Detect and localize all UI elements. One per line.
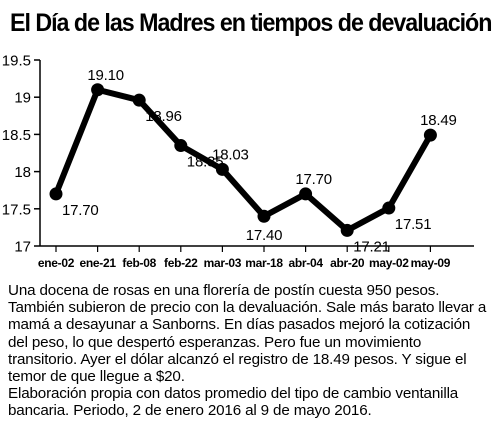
value-label: 18.49 [420,112,457,129]
line-chart: 17 17.5 18 18.5 19 19.5 ene-02 ene-21 feb-08 feb… [2,53,474,270]
data-point [299,187,313,201]
y-tick-label: 18.5 [2,127,31,144]
value-label: 18.96 [145,108,182,125]
value-label: 18.03 [212,146,249,163]
data-point [382,201,396,215]
y-tick-label: 17.5 [2,201,31,218]
x-tick-label: mar-03 [204,256,242,270]
data-point [174,139,188,153]
data-point [215,162,229,176]
series-line [53,86,434,234]
data-series [49,83,437,237]
source-note: Elaboración propia con datos promedio de… [8,385,459,420]
data-point [132,93,146,107]
x-axis-ticks: ene-02 ene-21 feb-08 feb-22 mar-03 mar-18 abr-… [38,246,451,270]
data-point [423,128,437,142]
value-label: 17.21 [353,238,390,255]
x-tick-label: abr-04 [288,256,323,270]
y-axis-ticks: 17 17.5 18 18.5 19 19.5 [2,53,40,256]
chart-description: Una docena de rosas en una florería de p… [8,282,494,420]
data-point [257,209,271,223]
x-tick-label: abr-20 [330,256,365,270]
x-tick-label: feb-08 [122,256,156,270]
data-point [340,223,354,237]
value-label: 17.70 [295,171,332,188]
chart-axes [39,60,474,247]
x-tick-label: feb-22 [164,256,198,270]
value-label: 17.40 [246,227,283,244]
x-tick-label: ene-02 [38,256,75,270]
y-tick-label: 19.5 [2,53,31,70]
y-tick-label: 17 [14,239,31,256]
y-tick-label: 18 [14,164,31,181]
description-text: Una docena de rosas en una florería de p… [8,282,487,386]
value-label: 18.35 [187,154,224,171]
chart-title: El Día de las Madres en tiempos de deval… [10,9,492,37]
value-label: 17.51 [395,216,432,233]
x-tick-label: ene-21 [79,256,116,270]
data-point [49,187,63,201]
y-tick-label: 19 [14,90,31,107]
value-label: 19.10 [87,67,124,84]
data-point [91,83,105,97]
value-label: 17.70 [62,202,99,219]
x-tick-label: mar-18 [245,256,283,270]
x-tick-label: may-02 [369,256,409,270]
x-tick-label: may-09 [411,256,451,270]
